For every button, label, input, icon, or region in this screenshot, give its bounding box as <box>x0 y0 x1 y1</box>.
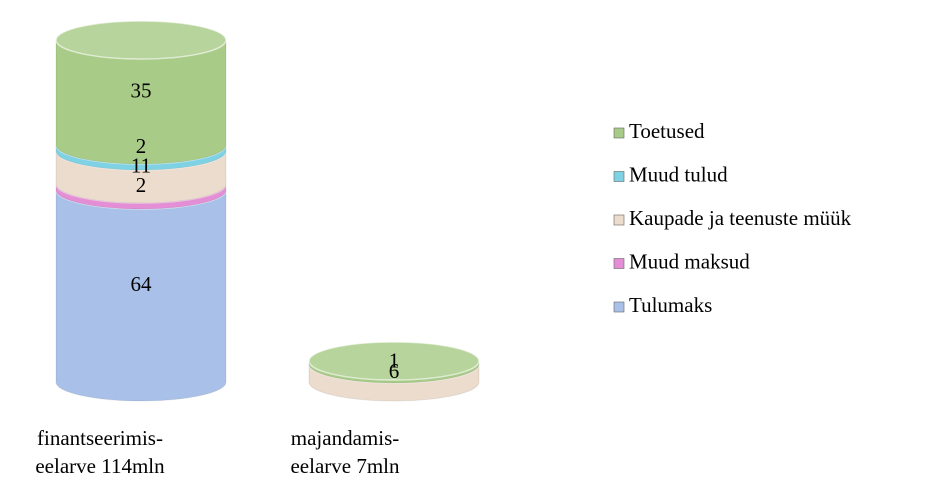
segment-shine <box>56 21 226 59</box>
segment-top <box>308 341 480 381</box>
data-label: 2 <box>136 134 147 158</box>
segment-top <box>55 20 227 60</box>
bar-segment <box>308 341 480 384</box>
x-tick-label: majandamis-eelarve 7mln <box>290 426 400 478</box>
data-label: 64 <box>131 272 153 296</box>
legend-swatch <box>613 127 625 139</box>
segment-shine <box>309 342 479 380</box>
x-tick-label: finantseerimis-eelarve 114mln <box>35 426 165 478</box>
legend-swatch <box>613 301 625 313</box>
legend-swatch <box>613 258 625 269</box>
segment-body <box>55 39 227 165</box>
data-label: 6 <box>389 359 400 383</box>
data-label: 1 <box>389 348 400 372</box>
legend-label: Muud tulud <box>629 162 728 186</box>
segment-body <box>55 189 227 402</box>
legend-label: Toetused <box>629 119 705 143</box>
data-label: 35 <box>131 78 152 102</box>
data-label: 2 <box>136 173 147 197</box>
legend-label: Tulumaks <box>629 293 712 317</box>
legend-label: Kaupade ja teenuste müük <box>629 206 852 230</box>
legend-swatch <box>613 171 625 182</box>
legend-swatch <box>613 214 625 226</box>
legend-label: Muud maksud <box>629 249 750 273</box>
data-label: 11 <box>131 153 151 177</box>
bar-segment <box>55 20 227 165</box>
